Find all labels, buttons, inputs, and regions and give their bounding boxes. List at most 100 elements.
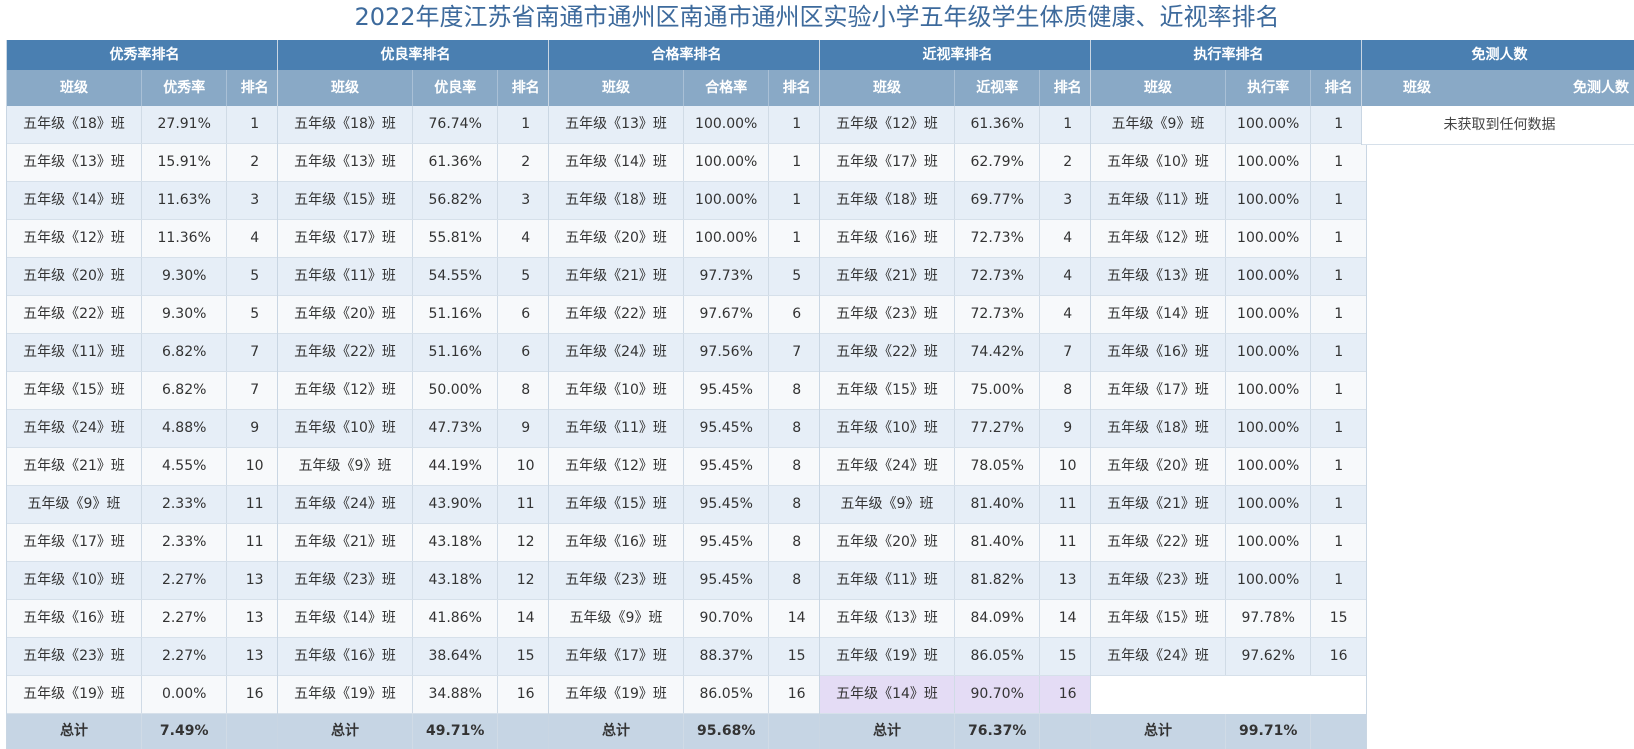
table-row: 五年级《20》班 9.30% 5 — [7, 258, 282, 296]
class-name-cell: 五年级《19》班 — [549, 676, 685, 713]
table-row: 五年级《9》班 90.70% 14 — [549, 600, 824, 638]
table-row: 五年级《23》班 100.00% 1 — [1091, 562, 1366, 600]
column-header-rank[interactable]: 排名 — [511, 80, 540, 96]
rate-cell: 100.00% — [1226, 524, 1312, 561]
column-header-class[interactable]: 班级 — [820, 70, 956, 106]
rank-cell: 10 — [516, 458, 535, 474]
rate-cell: 97.56% — [684, 334, 770, 371]
rank-cell: 1 — [1334, 382, 1344, 398]
total-label: 总计 — [820, 714, 956, 749]
table-row: 五年级《24》班 4.88% 9 — [7, 410, 282, 448]
table-row: 五年级《10》班 100.00% 1 — [1091, 144, 1366, 182]
column-header-exempt-count[interactable]: 免测人数 — [1573, 80, 1629, 96]
rate-cell: 38.64% — [413, 638, 499, 675]
rate-cell: 81.82% — [955, 562, 1041, 599]
rate-cell: 61.36% — [955, 106, 1041, 143]
rank-cell: 1 — [1334, 420, 1344, 436]
total-label: 总计 — [1091, 714, 1227, 749]
table-row: 五年级《20》班 100.00% 1 — [1091, 448, 1366, 486]
column-header-rate[interactable]: 合格率 — [684, 70, 770, 106]
table-row: 五年级《17》班 55.81% 4 — [278, 220, 553, 258]
rate-cell: 56.82% — [413, 182, 499, 219]
rate-cell: 27.91% — [142, 106, 228, 143]
rank-cell: 5 — [250, 306, 260, 322]
rank-cell: 1 — [1334, 572, 1344, 588]
column-header-rank[interactable]: 排名 — [782, 80, 811, 96]
table-row: 五年级《19》班 86.05% 16 — [549, 676, 824, 714]
column-header-rate[interactable]: 近视率 — [955, 70, 1041, 106]
class-name-cell: 五年级《16》班 — [278, 638, 414, 675]
rank-cell: 10 — [1058, 458, 1077, 474]
table-row: 五年级《12》班 11.36% 4 — [7, 220, 282, 258]
class-name-cell: 五年级《18》班 — [549, 182, 685, 219]
column-header-rate[interactable]: 执行率 — [1226, 70, 1312, 106]
rank-cell: 15 — [1329, 610, 1348, 626]
rate-cell: 81.40% — [955, 486, 1041, 523]
column-header-rate[interactable]: 优良率 — [413, 70, 499, 106]
rate-cell: 51.16% — [413, 296, 499, 333]
rate-cell: 2.27% — [142, 638, 228, 675]
rate-cell: 95.45% — [684, 562, 770, 599]
rank-cell: 1 — [792, 192, 802, 208]
rate-cell: 51.16% — [413, 334, 499, 371]
class-name-cell: 五年级《10》班 — [549, 372, 685, 409]
class-name-cell: 五年级《24》班 — [7, 410, 143, 447]
rate-cell: 9.30% — [142, 296, 228, 333]
column-header-class[interactable]: 班级 — [549, 70, 685, 106]
rate-cell: 77.27% — [955, 410, 1041, 447]
rank-cell: 13 — [245, 610, 264, 626]
rank-cell: 11 — [245, 496, 264, 512]
rank-cell: 3 — [250, 192, 260, 208]
rank-cell: 15 — [787, 648, 806, 664]
rank-cell: 14 — [1058, 610, 1077, 626]
table-row: 五年级《9》班 100.00% 1 — [1091, 106, 1366, 144]
panel-title: 近视率排名 — [820, 40, 1095, 70]
column-header-class[interactable]: 班级 — [278, 70, 414, 106]
column-header-rank[interactable]: 排名 — [1324, 80, 1353, 96]
table-row: 五年级《15》班 95.45% 8 — [549, 486, 824, 524]
table-row: 五年级《11》班 6.82% 7 — [7, 334, 282, 372]
table-row: 五年级《10》班 77.27% 9 — [820, 410, 1095, 448]
table-row: 五年级《20》班 51.16% 6 — [278, 296, 553, 334]
panel-header: 班级 合格率 排名 — [549, 70, 824, 106]
column-header-rate[interactable]: 优秀率 — [142, 70, 228, 106]
rank-cell: 15 — [516, 648, 535, 664]
rank-cell: 3 — [1063, 192, 1073, 208]
class-name-cell: 五年级《13》班 — [278, 144, 414, 181]
rank-cell: 1 — [792, 154, 802, 170]
rate-cell: 41.86% — [413, 600, 499, 637]
table-row: 五年级《11》班 95.45% 8 — [549, 410, 824, 448]
class-name-cell: 五年级《12》班 — [1091, 220, 1227, 257]
rank-cell: 4 — [1063, 268, 1073, 284]
column-header-rank[interactable]: 排名 — [240, 80, 269, 96]
rank-cell: 1 — [792, 116, 802, 132]
table-row: 五年级《23》班 95.45% 8 — [549, 562, 824, 600]
rank-cell: 6 — [521, 344, 531, 360]
rank-cell: 1 — [1334, 230, 1344, 246]
table-row: 五年级《11》班 81.82% 13 — [820, 562, 1095, 600]
rank-cell: 7 — [1063, 344, 1073, 360]
class-name-cell: 五年级《12》班 — [549, 448, 685, 485]
rank-cell: 8 — [792, 572, 802, 588]
total-value: 95.68% — [684, 714, 770, 749]
rank-cell: 7 — [792, 344, 802, 360]
total-row: 总计 7.49% — [7, 714, 282, 749]
table-row: 五年级《24》班 43.90% 11 — [278, 486, 553, 524]
excellent-rate-panel: 优秀率排名 班级 优秀率 排名 五年级《18》班 27.91% 1 五年级《13》班 15.91… — [6, 40, 283, 749]
rank-cell: 1 — [1334, 192, 1344, 208]
rate-cell: 90.70% — [684, 600, 770, 637]
column-header-class[interactable]: 班级 — [7, 70, 143, 106]
class-name-cell: 五年级《21》班 — [278, 524, 414, 561]
column-header-class[interactable]: 班级 — [1091, 70, 1227, 106]
table-row: 五年级《23》班 2.27% 13 — [7, 638, 282, 676]
total-label: 总计 — [7, 714, 143, 749]
table-row: 五年级《12》班 95.45% 8 — [549, 448, 824, 486]
class-name-cell: 五年级《23》班 — [549, 562, 685, 599]
rank-cell: 8 — [792, 382, 802, 398]
table-row: 五年级《14》班 11.63% 3 — [7, 182, 282, 220]
rank-cell: 12 — [516, 534, 535, 550]
table-row: 五年级《17》班 88.37% 15 — [549, 638, 824, 676]
column-header-class[interactable]: 班级 — [1403, 80, 1431, 96]
column-header-rank[interactable]: 排名 — [1053, 80, 1082, 96]
total-row: 总计 95.68% — [549, 714, 824, 749]
